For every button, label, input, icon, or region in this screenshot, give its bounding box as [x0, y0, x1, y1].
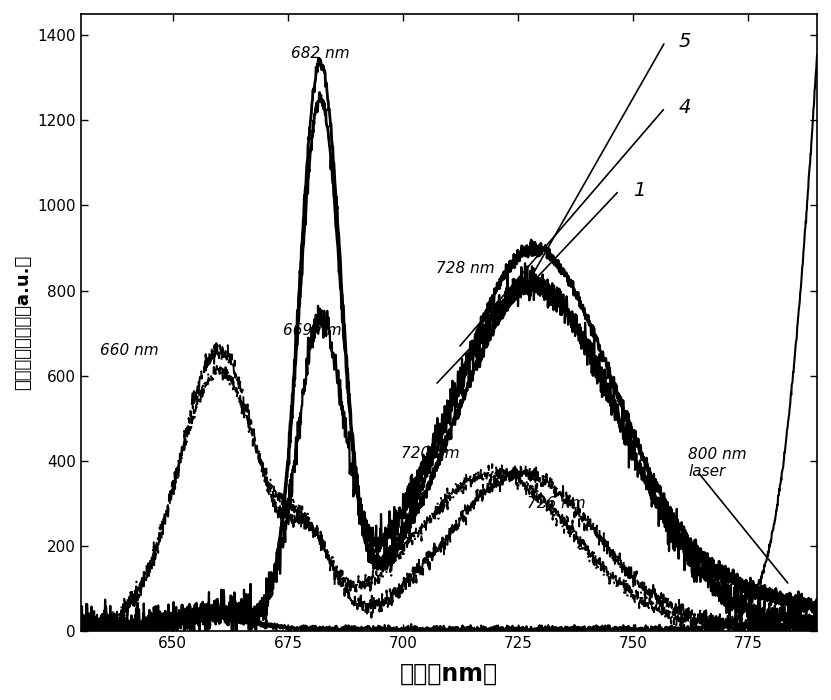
Text: 800 nm
laser: 800 nm laser — [688, 447, 747, 480]
Y-axis label: 双光子荧光强度（a.u.）: 双光子荧光强度（a.u.） — [14, 255, 32, 390]
Text: 5: 5 — [679, 32, 691, 51]
Text: 669 nm: 669 nm — [283, 323, 342, 337]
Text: 682 nm: 682 nm — [291, 46, 349, 61]
Text: 728 nm: 728 nm — [436, 260, 495, 276]
X-axis label: 波长（nm）: 波长（nm） — [400, 662, 498, 686]
Text: 660 nm: 660 nm — [101, 343, 159, 358]
Text: 726 nm: 726 nm — [527, 496, 586, 511]
Text: 4: 4 — [679, 98, 691, 117]
Text: 1: 1 — [633, 181, 646, 200]
Text: 720 nm: 720 nm — [401, 446, 460, 461]
